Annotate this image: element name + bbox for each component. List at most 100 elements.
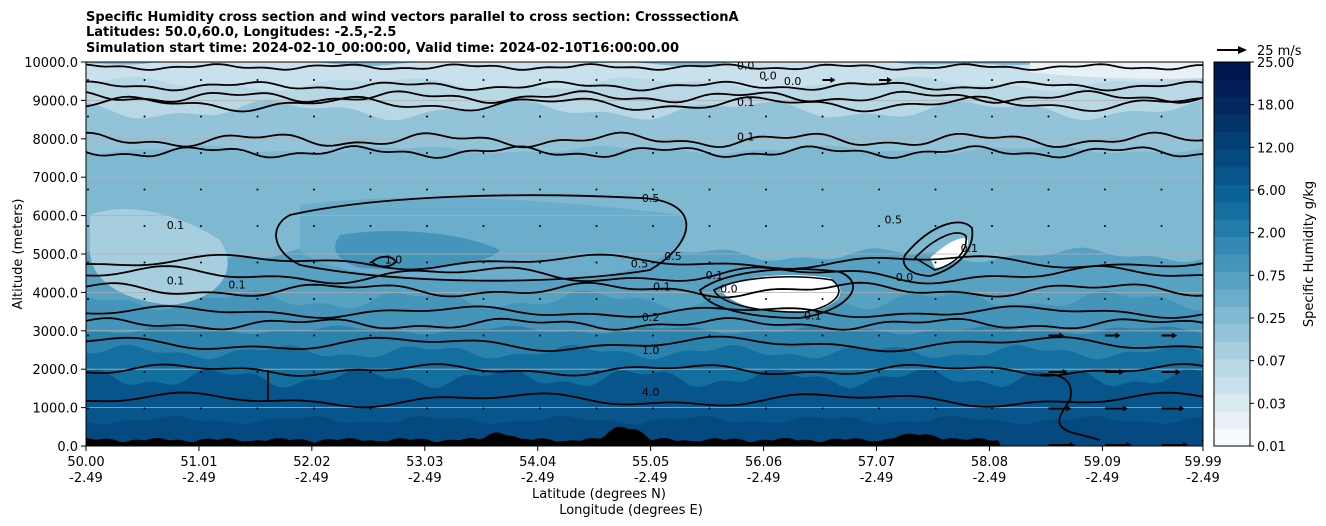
wind-vector: [878, 152, 880, 154]
wind-vector: [878, 261, 880, 264]
very-dry-pocket: [720, 275, 841, 313]
wind-vector: [708, 261, 711, 264]
x-tick-label-lat: 57.07: [858, 455, 895, 470]
contour-line: [86, 90, 1203, 104]
wind-vector: [991, 371, 993, 373]
wind-vector: [256, 225, 259, 227]
wind-vector: [87, 298, 89, 300]
x-tick-label-lat: 59.99: [1184, 455, 1221, 470]
wind-vector: [878, 225, 880, 227]
wind-vector: [991, 407, 993, 410]
contour-label: 4.0: [642, 386, 660, 399]
wind-vector: [934, 407, 937, 410]
contour-loop: [712, 276, 840, 313]
wind-vector: [200, 225, 202, 227]
wind-vector: [313, 298, 315, 300]
wind-vector: [482, 407, 485, 410]
wind-vector: [878, 115, 880, 118]
contour-line: [86, 80, 1203, 92]
wind-vector-head: [1175, 369, 1181, 375]
contour-label: 0.1: [167, 219, 185, 232]
wind-vector-head: [1066, 405, 1072, 412]
wind-vector: [369, 79, 372, 81]
colorbar: 0.01 0.03 0.07 0.25 0.75 2.00 6.00 12.00 18.00 25…: [1213, 56, 1294, 455]
wind-vector: [765, 79, 767, 81]
colorbar-tick-label: 0.03: [1257, 397, 1286, 412]
x-tick-label-lon: -2.49: [182, 471, 216, 486]
colorbar-segment: [1214, 411, 1250, 430]
colorbar-tick-label: 0.01: [1257, 440, 1286, 455]
dry-region: [90, 209, 228, 305]
y-tick-label: 3000.0: [33, 325, 79, 340]
wind-vector: [595, 407, 598, 410]
wind-vector: [87, 152, 89, 154]
contour-label: 0.1: [737, 96, 755, 109]
wind-vector: [369, 115, 372, 118]
contour-line: [86, 281, 1203, 299]
wind-vector: [1160, 115, 1163, 118]
wind-vector: [1104, 152, 1106, 154]
wind-vector: [482, 115, 485, 118]
contour-label: 0.1: [653, 280, 671, 293]
wind-vector: [539, 334, 541, 337]
wind-vector: [595, 334, 598, 337]
wind-vector: [991, 334, 993, 337]
y-tick-label: 5000.0: [33, 248, 79, 263]
contour-label: 0.0: [784, 75, 802, 88]
wind-vector-head: [1115, 332, 1121, 339]
wind-vector: [991, 225, 993, 227]
wind-vector: [765, 298, 767, 300]
wind-vector: [143, 261, 146, 264]
contour-loop: [370, 255, 398, 268]
wind-vector: [256, 188, 259, 191]
wind-vector: [595, 298, 598, 300]
wind-vector: [1104, 188, 1106, 191]
contour-label: 0.5: [642, 192, 660, 205]
contour-line: [86, 63, 1203, 71]
wind-vector: [87, 225, 89, 227]
colorbar-segment: [1214, 393, 1250, 412]
contour-lines: [86, 63, 1203, 441]
colorbar-tick-label: 0.25: [1257, 312, 1286, 327]
wind-vector: [426, 371, 428, 373]
wind-vector: [87, 115, 89, 118]
wind-vector: [426, 152, 428, 154]
wind-vector: [1047, 298, 1050, 300]
colorbar-segment: [1214, 149, 1250, 168]
wind-vector: [200, 298, 202, 300]
contour-loop: [698, 268, 854, 319]
wind-vector: [313, 152, 315, 154]
wind-vector: [652, 225, 654, 227]
colorbar-segment: [1214, 358, 1250, 377]
wind-vector: [991, 188, 993, 191]
x-tick-label-lon: -2.49: [1086, 471, 1120, 486]
wind-vector: [821, 371, 824, 373]
colorbar-segment: [1214, 306, 1250, 325]
wind-vector: [652, 407, 654, 410]
wind-vector-head: [887, 77, 892, 83]
wind-vector: [87, 188, 89, 191]
wind-vector: [1160, 225, 1163, 227]
wind-vector: [1047, 261, 1050, 264]
colorbar-segment: [1214, 96, 1250, 115]
quiver-key-label: 25 m/s: [1257, 44, 1302, 59]
colorbar-segment: [1214, 288, 1250, 307]
wind-vector: [369, 407, 372, 410]
wind-vector-head: [1172, 332, 1178, 339]
y-tick-label: 9000.0: [33, 94, 79, 109]
quiver-key: 25 m/s: [1217, 44, 1302, 59]
wind-vector: [200, 261, 202, 264]
colorbar-segment: [1214, 131, 1250, 150]
y-tick-label: 4000.0: [33, 286, 79, 301]
wind-vector: [313, 79, 315, 81]
x-tick-label-lat: 55.05: [632, 455, 669, 470]
wind-vector: [708, 188, 711, 191]
wind-vector: [1104, 298, 1106, 300]
y-tick-label: 0.0: [57, 440, 78, 455]
wind-vector-head: [1119, 369, 1125, 375]
wind-vector: [143, 115, 146, 118]
wind-vector: [482, 188, 485, 191]
colorbar-tick-label: 18.00: [1257, 99, 1294, 114]
wind-vector: [1160, 261, 1163, 264]
wind-vector-head: [1179, 405, 1185, 412]
